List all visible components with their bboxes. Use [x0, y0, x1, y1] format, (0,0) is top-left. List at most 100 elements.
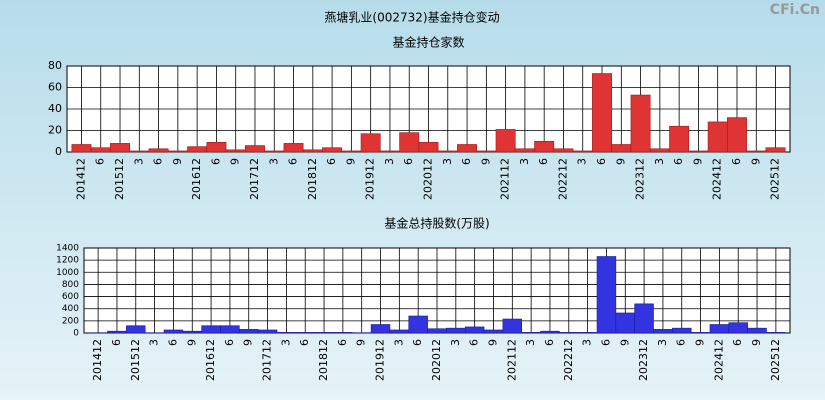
- x-tick-label: 6: [595, 158, 608, 165]
- bar: [427, 328, 447, 334]
- bar: [71, 144, 92, 153]
- x-tick-label: 201912: [374, 339, 387, 381]
- bar: [257, 329, 278, 334]
- x-tick-label: 6: [166, 339, 179, 346]
- bar: [747, 327, 767, 334]
- x-tick-label: 3: [441, 158, 454, 165]
- bar: [728, 322, 748, 334]
- bar: [148, 148, 169, 153]
- x-tick-label: 201612: [204, 339, 217, 381]
- x-tick-label: 6: [672, 158, 685, 165]
- x-tick-label: 6: [543, 339, 556, 346]
- bar: [333, 332, 353, 334]
- bar: [187, 146, 208, 153]
- x-tick-label: 6: [730, 158, 743, 165]
- bar: [129, 150, 150, 153]
- bar: [765, 147, 786, 153]
- y-tick-label: 60: [48, 81, 62, 94]
- x-tick-label: 201412: [74, 158, 87, 200]
- bar: [418, 142, 439, 153]
- x-tick-label: 202012: [430, 339, 443, 381]
- x-tick-label: 6: [468, 339, 481, 346]
- x-tick-label: 3: [449, 339, 462, 346]
- bar: [690, 332, 711, 334]
- x-tick-label: 9: [691, 158, 704, 165]
- bar: [630, 94, 651, 153]
- bar: [502, 318, 523, 334]
- x-tick-label: 9: [229, 158, 242, 165]
- bar: [577, 332, 598, 334]
- y-tick-label: 800: [62, 280, 79, 290]
- x-tick-label: 202512: [769, 339, 782, 381]
- chart-title: 基金总持股数(万股): [384, 216, 489, 231]
- bar: [206, 142, 227, 153]
- y-tick-label: 0: [73, 329, 79, 339]
- bar: [766, 332, 786, 334]
- bar: [634, 303, 654, 334]
- bar: [611, 144, 632, 153]
- x-tick-label: 9: [750, 339, 763, 346]
- bar: [220, 325, 240, 334]
- x-tick-label: 202412: [712, 339, 725, 381]
- x-tick-label: 201512: [129, 339, 142, 381]
- bar: [483, 329, 504, 334]
- bar: [239, 329, 259, 334]
- bar: [322, 147, 343, 153]
- bar: [540, 330, 560, 334]
- bar: [408, 315, 428, 334]
- x-tick-label: 202512: [769, 158, 782, 200]
- x-tick-label: 6: [336, 339, 349, 346]
- bar: [182, 330, 202, 334]
- x-tick-label: 3: [518, 158, 531, 165]
- bar: [653, 329, 673, 334]
- watermark: CFi.Cn: [770, 2, 820, 18]
- x-tick-label: 6: [110, 339, 123, 346]
- x-tick-label: 3: [524, 339, 537, 346]
- bar: [110, 143, 130, 153]
- bar: [163, 329, 184, 334]
- y-tick-label: 400: [62, 304, 79, 314]
- x-tick-label: 9: [242, 339, 255, 346]
- x-tick-label: 9: [486, 339, 499, 346]
- y-tick-label: 20: [48, 124, 62, 137]
- bar: [495, 129, 516, 153]
- x-tick-label: 6: [460, 158, 473, 165]
- x-tick-label: 201712: [248, 158, 261, 200]
- y-tick-label: 0: [55, 145, 62, 158]
- x-tick-label: 202212: [562, 339, 575, 381]
- x-tick-label: 3: [576, 158, 589, 165]
- bar: [302, 149, 323, 153]
- bar: [746, 150, 767, 153]
- bar: [592, 73, 612, 153]
- x-tick-label: 6: [209, 158, 222, 165]
- x-tick-label: 202112: [505, 339, 518, 381]
- x-tick-label: 6: [411, 339, 424, 346]
- x-tick-label: 3: [392, 339, 405, 346]
- x-tick-label: 6: [675, 339, 688, 346]
- y-tick-label: 1400: [56, 244, 79, 254]
- bar: [167, 150, 188, 153]
- bar: [669, 125, 690, 153]
- x-tick-label: 9: [344, 158, 357, 165]
- y-tick-label: 200: [62, 316, 79, 326]
- x-tick-label: 201612: [190, 158, 203, 200]
- x-tick-label: 201712: [261, 339, 274, 381]
- bar: [521, 332, 541, 334]
- y-tick-label: 1200: [56, 256, 79, 266]
- bar: [707, 121, 728, 153]
- x-tick-label: 3: [383, 158, 396, 165]
- bar: [514, 148, 535, 153]
- x-tick-label: 9: [355, 339, 368, 346]
- x-tick-label: 9: [694, 339, 707, 346]
- bar: [672, 327, 692, 334]
- x-tick-label: 6: [402, 158, 415, 165]
- bar: [314, 332, 334, 334]
- x-tick-label: 9: [618, 339, 631, 346]
- x-tick-label: 6: [152, 158, 165, 165]
- x-tick-label: 3: [148, 339, 161, 346]
- bar: [559, 332, 579, 334]
- x-tick-label: 202312: [634, 158, 647, 200]
- x-tick-label: 202012: [422, 158, 435, 200]
- bar: [553, 148, 574, 153]
